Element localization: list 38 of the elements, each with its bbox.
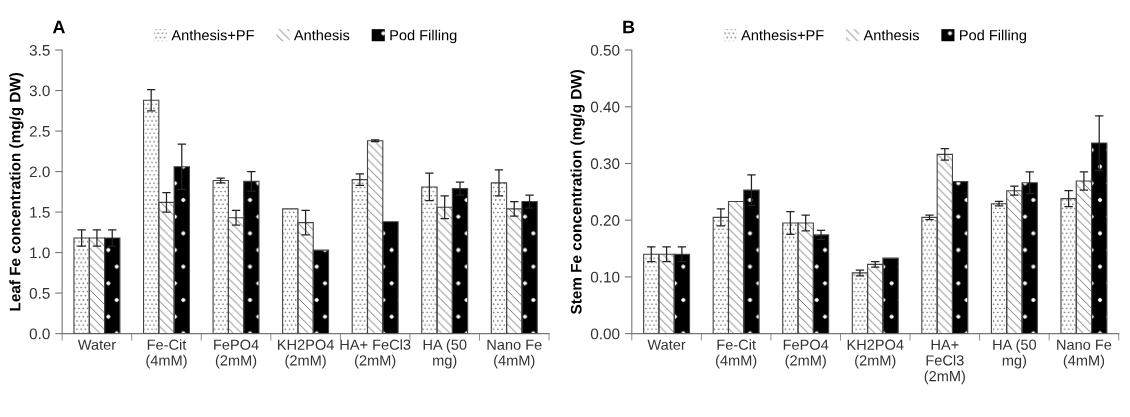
x-tick-label: KH2PO4 (2mM) [278, 339, 334, 369]
legend-label: Anthesis+PF [741, 29, 824, 41]
y-tick-label: 0.10 [590, 271, 620, 283]
y-tick-label: 0.0 [29, 328, 50, 340]
x-tick-label: Nano Fe (4mM) [487, 339, 542, 369]
y-tick-label: 2.5 [29, 125, 50, 137]
x-tick-label: HA (50 mg) [423, 339, 467, 369]
x-tick-label: Fe-Cit (4mM) [146, 339, 187, 369]
legend-label: Anthesis+PF [171, 29, 254, 41]
y-tick-label: 2.0 [29, 166, 50, 178]
y-tick-label: 1.5 [30, 207, 50, 218]
y-tick-label: 0.20 [590, 215, 620, 226]
x-tick-label: Fe-Cit (4mM) [715, 339, 757, 369]
x-tick-label: KH2PO4 (2mM) [847, 339, 904, 369]
y-tick-label: 0.5 [29, 287, 50, 299]
legend-label: Pod Filling [390, 29, 457, 44]
legend-label: Anthesis [293, 29, 350, 41]
y-axis-title: Stem Fe concentration (mg/g DW) [570, 69, 585, 315]
y-tick-label: 0.50 [590, 44, 620, 56]
y-tick-label: 1.0 [30, 247, 50, 259]
x-tick-label: FePO4 (2mM) [783, 339, 829, 369]
y-tick-label: 3.5 [29, 44, 50, 56]
chart-title: B [623, 20, 635, 34]
y-tick-label: 0.40 [590, 101, 620, 113]
x-tick-label: HA+ FeCl3 (2mM) [924, 339, 965, 385]
x-tick-label: HA (50 mg) [993, 339, 1037, 369]
y-tick-label: 3.0 [29, 85, 50, 97]
x-tick-label: Water [647, 339, 686, 350]
legend-label: Anthesis [863, 29, 919, 41]
y-tick-label: 0.30 [590, 158, 620, 170]
x-tick-label: FePO4 (2mM) [214, 339, 259, 369]
y-tick-label: 0.00 [590, 328, 620, 340]
x-tick-label: HA+ FeCl3 (2mM) [340, 339, 411, 369]
y-axis-title: Leaf Fe concentration (mg/g DW) [9, 72, 24, 311]
x-tick-label: Nano Fe (4mM) [1057, 339, 1112, 369]
chart-title: A [52, 20, 65, 34]
x-tick-label: Water [77, 339, 116, 350]
legend-label: Pod Filling [960, 29, 1026, 44]
